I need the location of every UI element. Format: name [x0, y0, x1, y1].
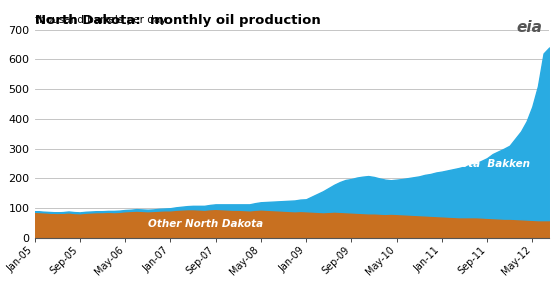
Text: North Dakota:  monthly oil production: North Dakota: monthly oil production [35, 14, 320, 27]
Text: eia: eia [517, 20, 542, 35]
Text: Other North Dakota: Other North Dakota [148, 219, 263, 229]
Text: North Dakota  Bakken: North Dakota Bakken [402, 158, 530, 169]
Text: thousand barrels per day: thousand barrels per day [35, 16, 166, 25]
